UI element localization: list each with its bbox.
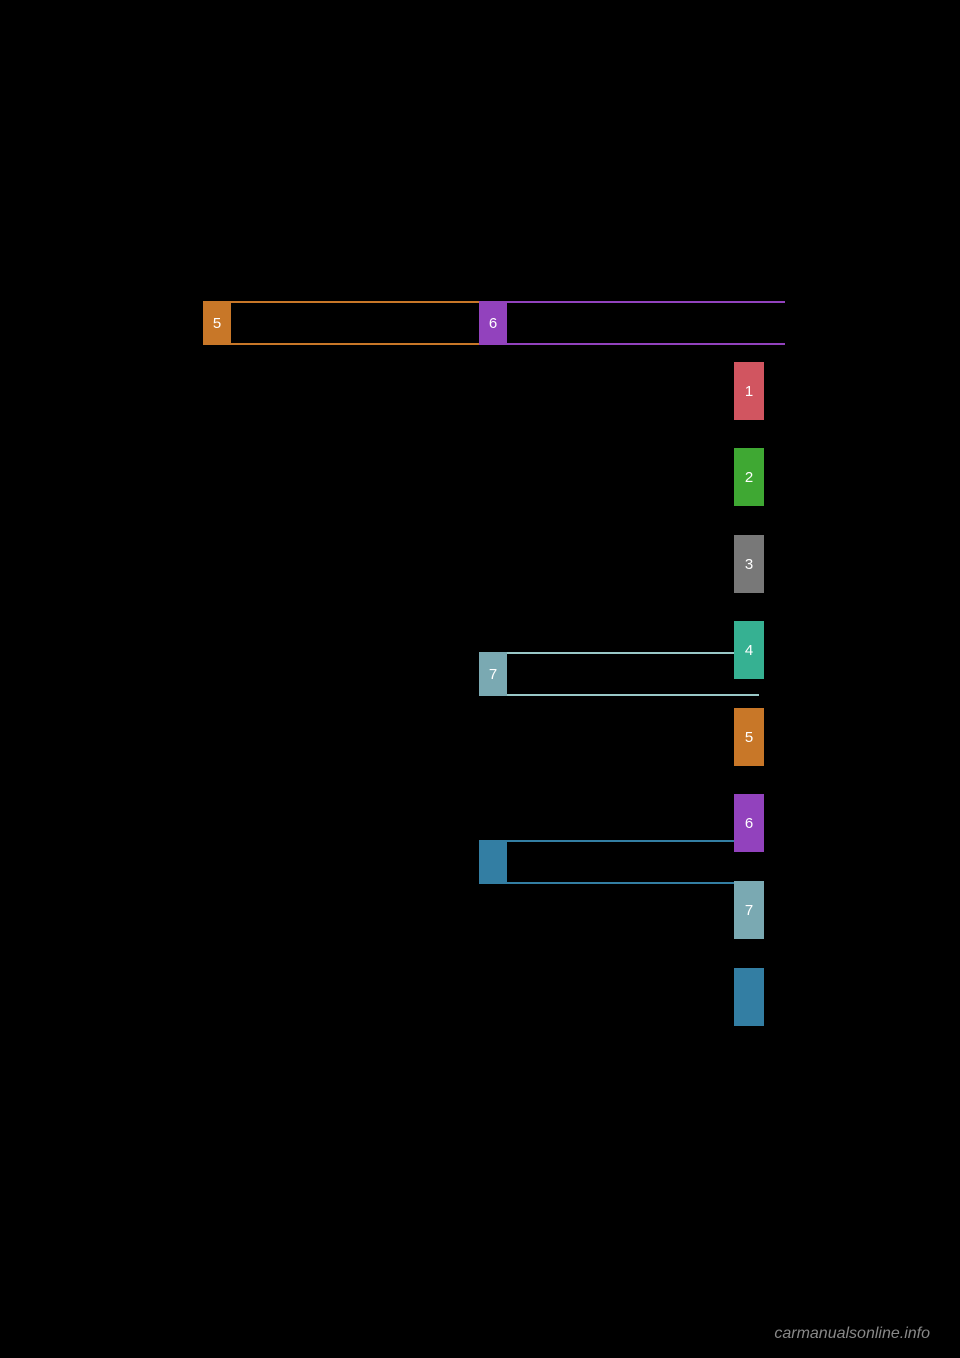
side-tab-2-number: 2	[745, 469, 753, 486]
side-tab-6[interactable]: 6	[734, 794, 764, 852]
side-tab-5-number: 5	[745, 729, 753, 746]
section-6-box: 6	[479, 301, 785, 345]
side-tab-6-number: 6	[745, 815, 753, 832]
side-tab-5[interactable]: 5	[734, 708, 764, 766]
side-tab-4-number: 4	[745, 642, 753, 659]
section-6-tab: 6	[479, 301, 507, 345]
section-7-tab: 7	[479, 652, 507, 696]
section-8-tab	[479, 840, 507, 884]
side-tab-3-number: 3	[745, 556, 753, 573]
section-8-bracket	[507, 840, 759, 884]
side-tab-8[interactable]	[734, 968, 764, 1026]
section-7-box: 7	[479, 652, 759, 696]
side-tab-1-number: 1	[745, 383, 753, 400]
section-6-bracket	[507, 301, 785, 345]
section-8-box	[479, 840, 759, 884]
section-5-number: 5	[213, 315, 221, 332]
side-tab-4[interactable]: 4	[734, 621, 764, 679]
section-6-number: 6	[489, 315, 497, 332]
side-tab-2[interactable]: 2	[734, 448, 764, 506]
side-tab-3[interactable]: 3	[734, 535, 764, 593]
section-5-tab: 5	[203, 301, 231, 345]
side-tab-7-number: 7	[745, 902, 753, 919]
section-7-number: 7	[489, 666, 497, 683]
section-7-bracket	[507, 652, 759, 696]
section-5-box: 5	[203, 301, 480, 345]
section-5-bracket	[231, 301, 480, 345]
watermark-text: carmanualsonline.info	[774, 1325, 930, 1343]
side-tab-7[interactable]: 7	[734, 881, 764, 939]
side-tab-1[interactable]: 1	[734, 362, 764, 420]
